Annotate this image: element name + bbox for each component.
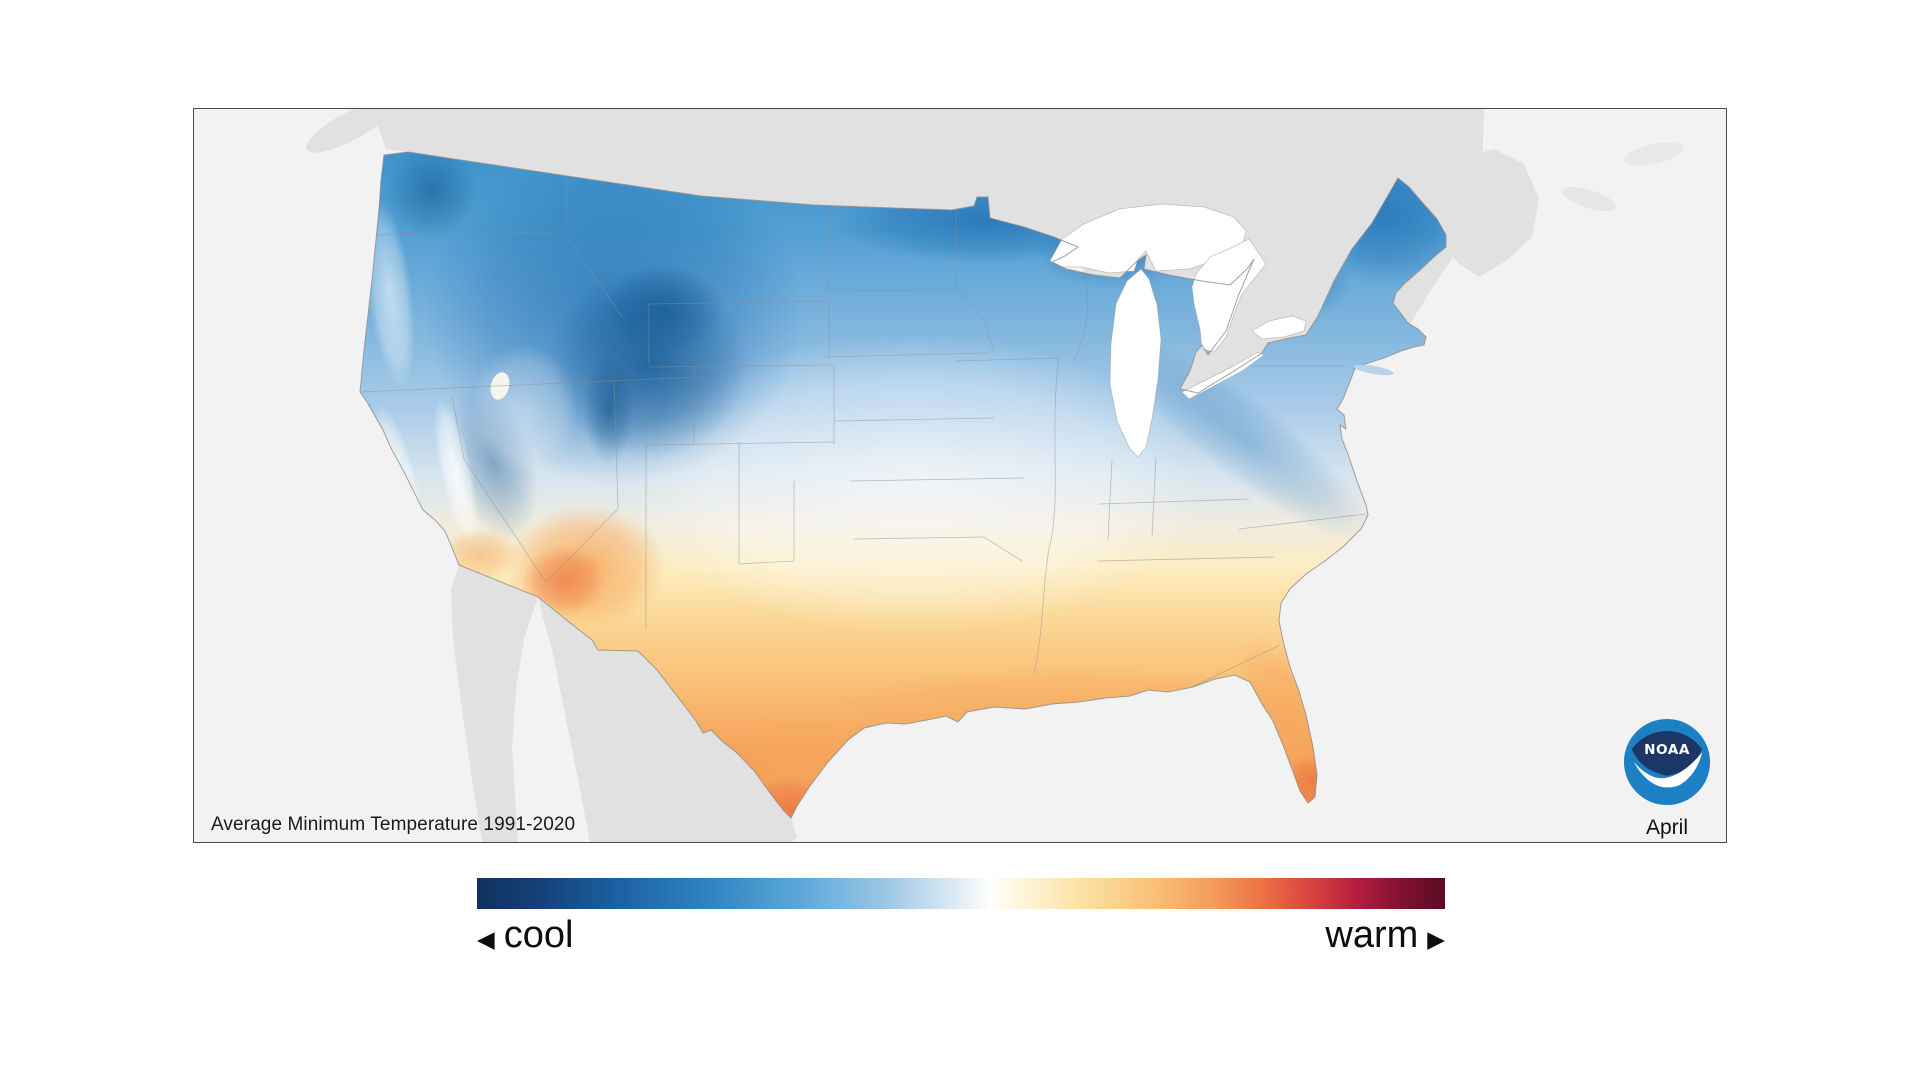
cool-label: cool bbox=[503, 914, 574, 956]
noaa-gull-icon bbox=[1633, 752, 1703, 788]
warm-label-group: warm ▶ bbox=[1325, 914, 1445, 957]
great-lakes bbox=[1049, 203, 1307, 458]
map-caption: Average Minimum Temperature 1991-2020 bbox=[211, 814, 576, 835]
noaa-logo-text: NOAA bbox=[1644, 742, 1690, 758]
us-temperature-map bbox=[194, 109, 1726, 842]
cool-label-group: ◀ cool bbox=[477, 914, 573, 957]
right-arrow-icon: ▶ bbox=[1427, 927, 1445, 953]
state-borders bbox=[361, 155, 1367, 688]
lake-ontario bbox=[1251, 315, 1307, 340]
lake-michigan bbox=[1109, 268, 1162, 458]
map-panel: Average Minimum Temperature 1991-2020 NO… bbox=[193, 108, 1727, 843]
noaa-emblem-shape bbox=[1631, 730, 1703, 776]
mexico-landmass bbox=[451, 565, 797, 842]
lake-erie bbox=[1181, 351, 1265, 400]
month-label: April bbox=[1645, 816, 1688, 839]
left-arrow-icon: ◀ bbox=[477, 927, 495, 953]
lake-huron bbox=[1191, 238, 1267, 353]
legend-gradient-bar bbox=[477, 878, 1445, 909]
warm-label: warm bbox=[1325, 914, 1419, 956]
noaa-logo: NOAA bbox=[1623, 718, 1711, 806]
long-island bbox=[1354, 364, 1394, 376]
legend-labels: ◀ cool warm ▶ bbox=[477, 914, 1445, 957]
legend: ◀ cool warm ▶ bbox=[477, 878, 1445, 957]
noaa-logo-block: NOAA April bbox=[1622, 717, 1712, 840]
